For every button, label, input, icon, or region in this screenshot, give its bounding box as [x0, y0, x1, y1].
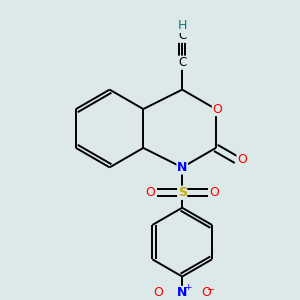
Text: O: O: [237, 153, 247, 166]
Text: C: C: [178, 29, 186, 42]
Text: S: S: [178, 186, 187, 199]
Text: O: O: [209, 186, 219, 199]
Text: H: H: [178, 20, 187, 32]
Text: O: O: [212, 103, 222, 116]
Text: O: O: [153, 286, 163, 299]
Text: C: C: [178, 56, 186, 69]
Text: −: −: [207, 285, 215, 295]
Text: N: N: [177, 286, 188, 299]
Text: O: O: [145, 186, 155, 199]
Text: O: O: [201, 286, 211, 299]
Text: +: +: [184, 283, 191, 292]
Text: N: N: [177, 161, 188, 174]
